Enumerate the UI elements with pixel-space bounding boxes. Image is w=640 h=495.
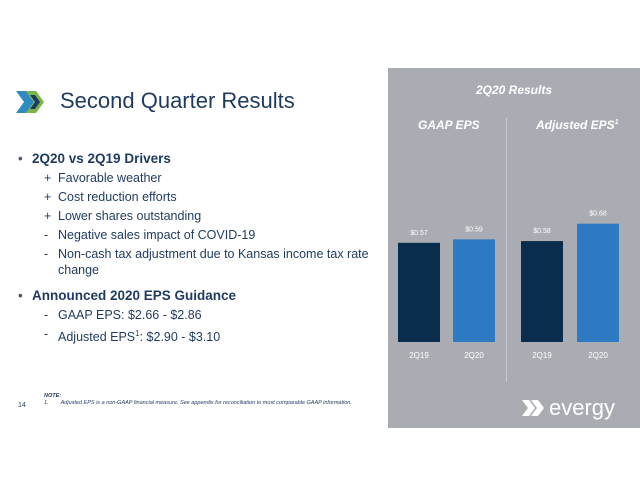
guidance-item-marker: - [44, 308, 49, 322]
guidance-item-text: Adjusted EPS1: $2.90 - $3.10 [58, 329, 221, 345]
slide-title: Second Quarter Results [60, 88, 295, 113]
drivers-item-text: Favorable weather [58, 171, 162, 185]
drivers-item: - Negative sales impact of COVID-19 [18, 227, 373, 243]
bar-value-label: $0.59 [465, 226, 483, 233]
gaap-eps-chart-title: GAAP EPS [418, 118, 480, 132]
drivers-item-text: Cost reduction efforts [58, 190, 177, 204]
bar-value-label: $0.58 [533, 228, 551, 235]
drivers-item: + Favorable weather [18, 170, 373, 186]
chart-divider [506, 118, 507, 382]
drivers-item-text: Non-cash tax adjustment due to Kansas in… [58, 247, 369, 277]
footnote: NOTE: 1. Adjusted EPS is a non-GAAP fina… [44, 393, 352, 407]
drivers-item: + Lower shares outstanding [18, 208, 373, 224]
results-panel-title: 2Q20 Results [475, 83, 553, 97]
drivers-list: + Favorable weather + Cost reduction effort… [18, 170, 373, 278]
guidance-list: - GAAP EPS: $2.66 - $2.86- Adjusted EPS1: … [18, 307, 373, 345]
bar-value-label: $0.68 [589, 211, 607, 218]
guidance-item: - GAAP EPS: $2.66 - $2.86 [18, 307, 373, 323]
evergy-brand-logo: evergy [522, 395, 615, 420]
results-panel: 2Q20 Results GAAP EPS Adjusted EPS1 $0.5… [388, 68, 640, 428]
drivers-item-marker: - [44, 247, 49, 261]
guidance-item-marker: - [44, 327, 49, 341]
drivers-item-marker: + [44, 209, 52, 223]
slide-body: 2Q20 vs 2Q19 Drivers +Favorable weather+… [18, 150, 373, 348]
evergy-chevron-logo-icon [16, 91, 44, 113]
guidance-item: - Adjusted EPS1: $2.90 - $3.10 [18, 326, 373, 345]
brand-wordmark: evergy [549, 395, 615, 420]
category-tick-label: 2Q19 [532, 351, 552, 360]
category-tick-label: 2Q20 [588, 351, 608, 360]
guidance-item-text: GAAP EPS: $2.66 - $2.86 [58, 308, 202, 322]
drivers-item-marker: + [44, 171, 52, 185]
drivers-item-text: Negative sales impact of COVID-19 [58, 228, 256, 242]
footnote-line: 1. Adjusted EPS is a non-GAAP financial … [44, 400, 352, 407]
eps-bar-charts: $0.57 2Q19 $0.59 2Q20 $0.58 2Q19 $0.68 2Q20 [398, 211, 619, 360]
drivers-item-marker: + [44, 190, 52, 204]
footnote-text: Adjusted EPS is a non-GAAP financial mea… [60, 400, 352, 406]
bar-value-label: $0.57 [410, 230, 428, 237]
drivers-item: - Non-cash tax adjustment due to Kansas i… [18, 246, 373, 278]
brand-chevron-icon [522, 400, 544, 416]
page-number: 14 [18, 402, 26, 409]
bar-2q20-gaap [453, 239, 495, 342]
footnote-title: NOTE: [44, 393, 62, 399]
bar-2q19-gaap [398, 242, 440, 342]
bar-2q20-adjusted [577, 223, 619, 342]
drivers-item: + Cost reduction efforts [18, 189, 373, 205]
drivers-item-text: Lower shares outstanding [58, 209, 202, 223]
drivers-item-marker: - [44, 228, 49, 242]
category-tick-label: 2Q19 [409, 351, 429, 360]
adjusted-eps-chart-title: Adjusted EPS1 [536, 118, 619, 132]
bar-2q19-adjusted [521, 241, 563, 342]
drivers-heading: 2Q20 vs 2Q19 Drivers [18, 150, 373, 167]
footnote-number: 1. [44, 400, 49, 406]
category-tick-label: 2Q20 [464, 351, 484, 360]
guidance-heading: Announced 2020 EPS Guidance [18, 287, 373, 304]
